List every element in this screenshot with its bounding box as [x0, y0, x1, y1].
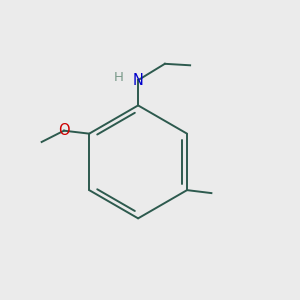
- Text: N: N: [133, 73, 143, 88]
- Text: O: O: [58, 123, 70, 138]
- Text: H: H: [114, 71, 124, 84]
